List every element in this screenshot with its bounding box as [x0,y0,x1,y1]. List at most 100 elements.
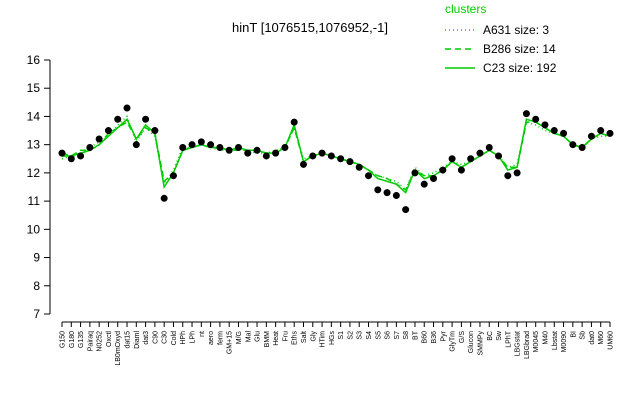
x-tick-label: Salt [301,331,308,343]
y-tick-label: 7 [33,307,40,321]
x-tick-label: Fru [282,331,289,342]
x-tick-label: LBGbrad [524,331,531,359]
data-point [606,129,614,137]
data-point [207,141,215,149]
data-point [114,115,122,123]
x-tick-label: G/S [459,331,466,343]
x-tick-label: GlyTm [450,331,457,352]
x-tick-label: BI [570,331,577,338]
data-point [160,194,168,202]
data-point [216,143,224,151]
x-tick-label: Gly [310,331,317,342]
x-tick-label: HGs [329,331,336,346]
data-point [476,149,484,157]
x-tick-label: dat0 [589,331,596,345]
data-point [104,127,112,135]
x-tick-label: S7 [394,331,401,340]
x-tick-label: Oxctl [106,331,113,347]
x-tick-label: Pairaq [87,331,94,351]
x-tick-label: BC [487,331,494,341]
data-point [365,172,373,180]
y-tick-label: 10 [27,222,41,236]
data-point [123,104,131,112]
x-tick-label: dat3 [143,331,150,345]
data-point [513,169,521,177]
data-point [253,146,261,154]
data-point [327,152,335,160]
x-tick-label: Heat [273,331,280,346]
x-tick-label: Glu [255,331,262,342]
x-tick-label: Pyr [440,330,447,341]
data-point [244,149,252,157]
legend-title: clusters [445,2,486,16]
x-tick-label: aero [208,331,215,345]
data-point [578,143,586,151]
y-tick-label: 16 [27,53,41,67]
data-point [132,141,140,149]
x-tick-label: Cold [171,331,178,346]
data-point [448,155,456,163]
x-tick-label: Diaml [134,331,141,349]
data-point [560,129,568,137]
x-tick-label: BT [412,330,419,340]
x-tick-label: M60 [598,331,605,345]
data-point [169,172,177,180]
x-tick-label: Eths [292,331,299,346]
cluster-line [61,121,611,191]
x-tick-label: G150 [60,331,67,348]
x-tick-label: B36 [431,331,438,344]
data-point [430,175,438,183]
data-point [86,143,94,151]
x-tick-label: S1 [338,331,345,340]
data-point [495,152,503,160]
data-point [411,169,419,177]
x-tick-label: Sb [580,331,587,340]
data-point [374,186,382,194]
x-tick-label: S8 [403,331,410,340]
x-tick-label: C30 [162,331,169,344]
x-tick-label: M0045 [533,331,540,353]
x-tick-label: HPh [180,331,187,345]
x-tick-label: dat15 [125,331,132,349]
x-tick-label: GM+15 [227,331,234,354]
data-point [58,149,66,157]
x-tick-label: SMMPy [477,331,484,356]
data-point [67,155,75,163]
x-tick-label: Lbstat [552,331,559,350]
y-tick-label: 11 [28,194,41,208]
data-point [485,143,493,151]
data-point [281,143,289,151]
x-tick-label: G180 [69,331,76,348]
x-tick-label: B60 [422,331,429,344]
data-point [402,206,410,214]
data-point [569,141,577,149]
y-tick-label: 13 [27,138,41,152]
data-point [188,141,196,149]
x-tick-label: Glucon [468,331,475,353]
data-point [392,191,400,199]
data-point [467,155,475,163]
x-tick-label: S5 [375,331,382,340]
chart-title: hinT [1076515,1076952,-1] [232,20,388,35]
data-point [151,127,159,135]
data-point [550,127,558,135]
data-point [346,158,354,166]
data-point [234,143,242,151]
data-point [504,172,512,180]
y-tick-label: 9 [33,251,40,265]
x-tick-label: M40 [542,331,549,345]
data-point [95,135,103,143]
x-tick-label: LPhT [505,330,512,347]
x-tick-label: S2 [347,331,354,340]
data-point [225,146,233,154]
x-tick-label: Sw [496,330,503,341]
legend-label: A631 size: 3 [483,23,549,37]
x-tick-label: S6 [385,331,392,340]
y-tick-label: 14 [27,109,41,123]
data-point [457,166,465,174]
data-point [587,132,595,140]
legend-label: B286 size: 14 [483,42,556,56]
x-tick-label: S4 [366,331,373,340]
x-tick-label: C90 [152,331,159,344]
